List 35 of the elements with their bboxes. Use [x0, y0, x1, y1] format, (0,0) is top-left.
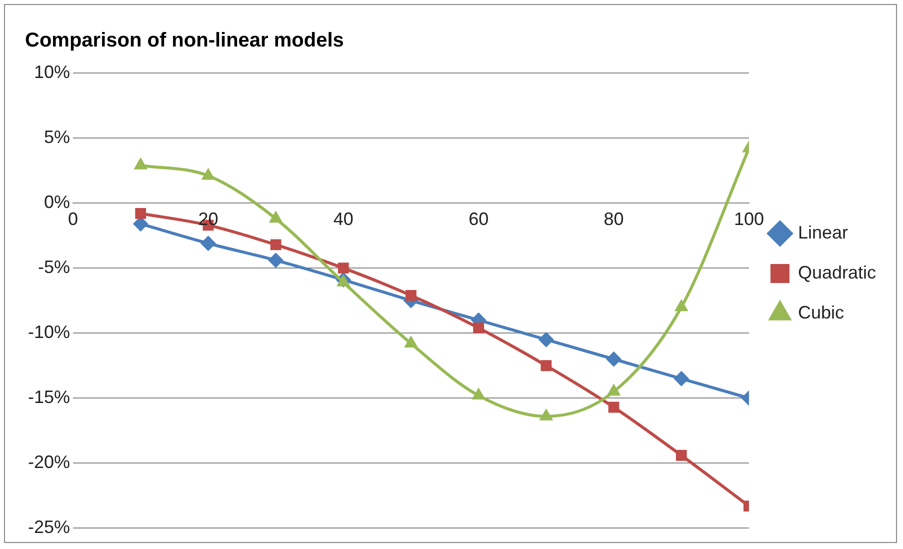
point	[200, 236, 216, 251]
y-tick-label: -10%	[28, 322, 70, 342]
x-tick-label: 40	[333, 209, 354, 230]
legend-label: Cubic	[798, 302, 844, 322]
point	[269, 211, 282, 223]
y-tick-label: -20%	[28, 452, 70, 472]
point	[473, 322, 484, 334]
point	[606, 352, 622, 367]
point	[608, 402, 620, 413]
y-tick-label: 0%	[44, 192, 70, 212]
y-tick-label: -15%	[28, 387, 70, 408]
point	[134, 158, 148, 170]
point	[270, 239, 282, 250]
point	[202, 168, 215, 180]
legend-label: Linear	[798, 222, 848, 242]
x-tick-label: 100	[734, 209, 764, 230]
point	[406, 290, 416, 301]
y-tick-label: -25%	[28, 517, 70, 538]
x-tick-label: 0	[68, 209, 78, 230]
chart-title: Comparison of non-linear models	[25, 30, 344, 52]
x-tick-label: 80	[604, 209, 624, 230]
point	[674, 300, 688, 312]
point	[674, 371, 689, 386]
point	[540, 360, 552, 372]
y-tick-label: 5%	[44, 126, 70, 147]
x-tick-label: 60	[468, 209, 489, 230]
point	[338, 262, 349, 274]
point	[135, 208, 146, 219]
y-tick-label: -5%	[38, 257, 70, 278]
point	[404, 336, 418, 348]
point	[676, 450, 687, 461]
y-tick-label: 10%	[34, 62, 70, 82]
point	[268, 252, 284, 268]
point	[538, 332, 554, 348]
legend-label: Quadratic	[798, 262, 876, 282]
